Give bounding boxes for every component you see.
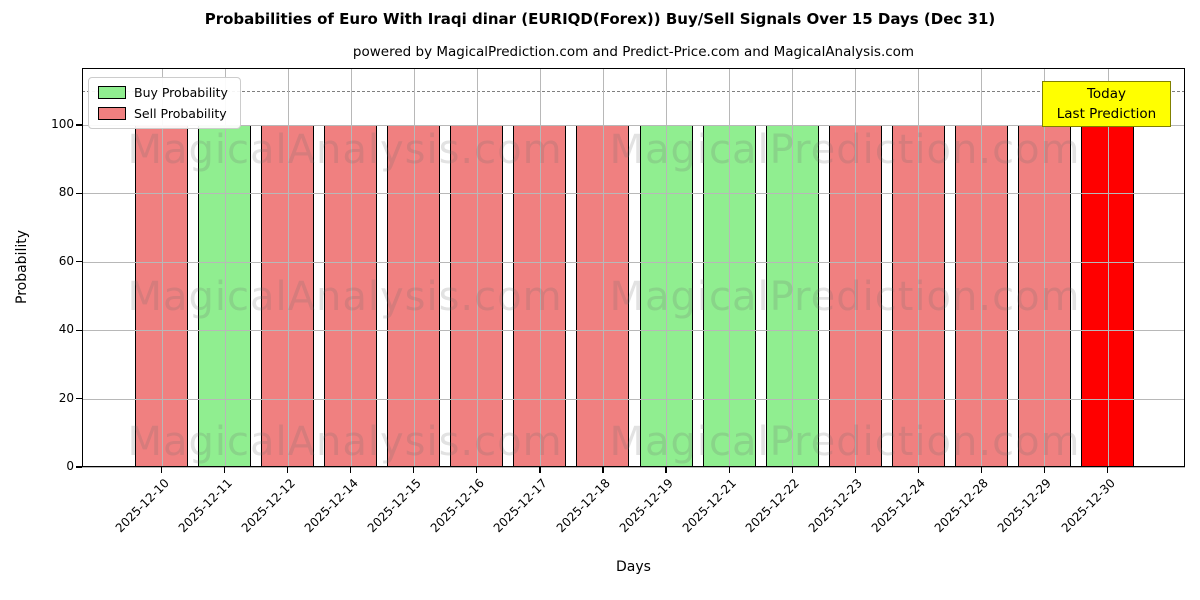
x-tick-2025-12-12 bbox=[287, 467, 289, 473]
gridline-x-2025-12-16 bbox=[476, 68, 478, 467]
y-tick-0 bbox=[76, 466, 82, 468]
gridline-x-2025-12-10 bbox=[161, 68, 163, 467]
gridline-y-80 bbox=[82, 193, 1185, 195]
gridline-y-20 bbox=[82, 398, 1185, 400]
gridline-x-2025-12-19 bbox=[666, 68, 668, 467]
legend-entry-buy: Buy Probability bbox=[98, 85, 228, 100]
today-annotation: Today Last Prediction bbox=[1042, 81, 1171, 127]
x-tick-2025-12-23 bbox=[854, 467, 856, 473]
x-tick-2025-12-24 bbox=[917, 467, 919, 473]
gridline-y-100 bbox=[82, 125, 1185, 127]
gridline-x-2025-12-18 bbox=[602, 68, 604, 467]
threshold-dashed-line bbox=[82, 90, 1185, 92]
x-tick-2025-12-21 bbox=[728, 467, 730, 473]
gridline-y-0 bbox=[82, 467, 1185, 468]
x-tick-2025-12-30 bbox=[1106, 467, 1109, 473]
gridline-x-2025-12-28 bbox=[981, 68, 983, 467]
x-tick-2025-12-29 bbox=[1043, 467, 1046, 473]
x-axis-label: Days bbox=[616, 559, 651, 575]
gridline-x-2025-12-29 bbox=[1044, 68, 1046, 467]
x-tick-2025-12-11 bbox=[223, 467, 226, 473]
chart-title: Probabilities of Euro With Iraqi dinar (… bbox=[204, 10, 996, 28]
gridline-y-60 bbox=[82, 261, 1185, 263]
x-tick-2025-12-18 bbox=[602, 467, 604, 473]
gridline-x-2025-12-15 bbox=[413, 68, 415, 467]
watermark-analysis-row3: MagicalAnalysis.com bbox=[127, 419, 563, 465]
gridline-x-2025-12-12 bbox=[287, 68, 289, 467]
gridline-x-2025-12-11 bbox=[224, 68, 226, 467]
y-tick-label-80: 80 bbox=[58, 185, 74, 200]
gridline-x-2025-12-23 bbox=[855, 68, 857, 467]
legend-swatch-buy-icon bbox=[98, 86, 126, 99]
today-annotation-line1: Today bbox=[1086, 85, 1127, 102]
gridline-x-2025-12-30 bbox=[1107, 68, 1109, 467]
gridline-x-2025-12-24 bbox=[918, 68, 920, 467]
gridline-x-2025-12-21 bbox=[729, 68, 731, 467]
y-tick-label-60: 60 bbox=[58, 253, 74, 268]
x-tick-2025-12-28 bbox=[980, 467, 982, 473]
x-tick-2025-12-14 bbox=[350, 467, 352, 473]
legend: Buy Probability Sell Probability bbox=[88, 77, 241, 129]
watermark-prediction-row1: MagicalPrediction.com bbox=[609, 127, 1081, 173]
watermark-analysis-row1: MagicalAnalysis.com bbox=[127, 127, 563, 173]
legend-entry-sell: Sell Probability bbox=[98, 106, 228, 121]
y-tick-80 bbox=[76, 192, 82, 195]
y-tick-40 bbox=[76, 329, 82, 331]
gridline-x-2025-12-22 bbox=[792, 68, 794, 467]
gridline-x-2025-12-17 bbox=[539, 68, 541, 467]
legend-swatch-sell-icon bbox=[98, 107, 126, 120]
x-tick-2025-12-17 bbox=[539, 467, 541, 473]
gridline-y-40 bbox=[82, 330, 1185, 332]
watermark-analysis-row2: MagicalAnalysis.com bbox=[127, 274, 563, 320]
y-tick-label-20: 20 bbox=[58, 390, 74, 405]
y-tick-20 bbox=[76, 398, 82, 400]
x-tick-2025-12-19 bbox=[665, 467, 667, 473]
y-tick-label-40: 40 bbox=[58, 322, 74, 337]
watermark-prediction-row3: MagicalPrediction.com bbox=[609, 419, 1081, 465]
y-tick-100 bbox=[76, 124, 82, 126]
y-tick-60 bbox=[76, 261, 82, 263]
y-tick-label-0: 0 bbox=[66, 459, 74, 473]
gridline-x-2025-12-14 bbox=[350, 68, 352, 467]
x-tick-2025-12-10 bbox=[160, 467, 163, 473]
chart-subtitle: powered by MagicalPrediction.com and Pre… bbox=[352, 44, 915, 60]
today-annotation-line2: Last Prediction bbox=[1056, 106, 1157, 122]
y-tick-label-100: 100 bbox=[51, 117, 74, 132]
x-tick-2025-12-15 bbox=[413, 467, 415, 473]
legend-label-sell: Sell Probability bbox=[134, 106, 227, 121]
x-tick-2025-12-16 bbox=[476, 467, 478, 473]
watermark-prediction-row2: MagicalPrediction.com bbox=[609, 274, 1081, 320]
x-tick-2025-12-22 bbox=[791, 467, 793, 473]
legend-label-buy: Buy Probability bbox=[134, 85, 228, 100]
